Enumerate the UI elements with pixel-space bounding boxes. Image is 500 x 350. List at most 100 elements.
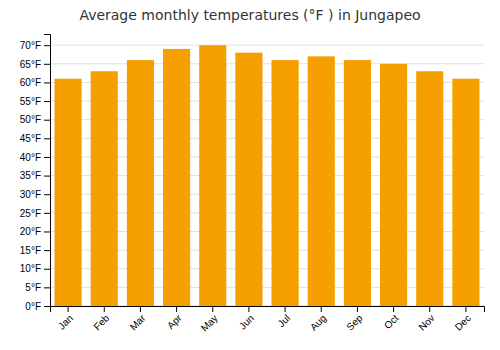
x-tick-label: Dec: [453, 312, 473, 332]
x-tick-mark: [140, 306, 141, 312]
x-axis: Jan Feb Mar Apr May Jun Jul Aug Sep Oct Nov Dec: [51, 306, 485, 334]
x-tick-mark: [68, 306, 69, 312]
y-tick-label: 70°F: [20, 40, 41, 51]
bar: [452, 79, 479, 306]
x-tick-mark: [465, 306, 466, 312]
y-tick: 60°F: [20, 77, 50, 88]
x-tick: Aug: [308, 306, 328, 333]
x-tick: Oct: [382, 306, 401, 331]
x-tick-label: Jan: [56, 312, 75, 331]
x-tick-label: Jul: [275, 312, 292, 329]
y-tick-mark: [44, 157, 50, 158]
x-tick-mark: [104, 306, 105, 312]
x-tick: May: [199, 306, 220, 334]
y-tick-label: 40°F: [20, 152, 41, 163]
x-tick-label: Sep: [344, 312, 365, 333]
y-tick-mark: [44, 138, 50, 139]
y-axis: 0°F 5°F 10°F 15°F 20°F 25°F 30°F 35°F 40°F 45°F 50…: [20, 35, 51, 312]
y-tick: 35°F: [20, 170, 50, 181]
x-tick-mark: [429, 306, 430, 312]
y-tick-mark: [44, 306, 50, 307]
y-tick-label: 35°F: [20, 170, 41, 181]
y-tick-label: 10°F: [20, 263, 41, 274]
bar: [308, 56, 335, 306]
y-tick-mark: [44, 64, 50, 65]
y-tick: 65°F: [20, 59, 50, 70]
x-tick-label: Nov: [416, 312, 436, 332]
grid: [50, 45, 484, 306]
y-tick-label: 20°F: [20, 226, 41, 237]
y-tick-mark: [44, 287, 50, 288]
x-tick: Sep: [344, 306, 365, 333]
bar: [344, 60, 371, 306]
bar: [127, 60, 154, 306]
y-tick-label: 50°F: [20, 114, 41, 125]
y-tick-label: 30°F: [20, 189, 41, 200]
y-tick-label: 65°F: [20, 59, 41, 70]
x-tick: Apr: [165, 306, 184, 331]
x-tick-label: Oct: [382, 312, 401, 331]
x-tick-mark: [285, 306, 286, 312]
y-tick-label: 25°F: [20, 208, 41, 219]
y-tick-label: 60°F: [20, 77, 41, 88]
bar: [91, 71, 118, 306]
bar: [163, 49, 190, 306]
y-tick: 15°F: [20, 245, 50, 256]
y-tick: 40°F: [20, 152, 50, 163]
y-tick-mark: [44, 269, 50, 270]
x-tick-mark: [321, 306, 322, 312]
y-tick-mark: [44, 45, 50, 46]
x-tick: Feb: [91, 306, 111, 332]
x-tick-label: Jun: [237, 312, 256, 331]
x-tick: Dec: [453, 306, 473, 333]
y-tick: 70°F: [20, 40, 50, 51]
bar: [272, 60, 299, 306]
x-tick-mark: [212, 306, 213, 312]
x-tick-mark: [248, 306, 249, 312]
y-axis-line: [44, 35, 51, 307]
x-tick: Mar: [128, 306, 148, 332]
y-tick: 30°F: [20, 189, 50, 200]
y-tick-mark: [44, 213, 50, 214]
y-tick: 50°F: [20, 114, 50, 125]
x-tick-mark: [357, 306, 358, 312]
bar: [380, 64, 407, 306]
y-tick: 10°F: [20, 263, 50, 274]
y-tick-mark: [44, 231, 50, 232]
chart: 0°F 5°F 10°F 15°F 20°F 25°F 30°F 35°F 40°F 45°F 50…: [0, 0, 500, 350]
bar: [55, 79, 82, 306]
y-tick-mark: [44, 82, 50, 83]
title: Average monthly temperatures (°F ) in Ju…: [79, 7, 420, 23]
y-tick: 55°F: [20, 96, 50, 107]
bar: [235, 53, 262, 306]
x-tick: Jun: [237, 306, 256, 332]
y-tick-label: 45°F: [20, 133, 41, 144]
y-tick: 25°F: [20, 208, 50, 219]
y-tick-label: 0°F: [25, 301, 41, 312]
y-tick-label: 15°F: [20, 245, 41, 256]
x-tick-label: Feb: [91, 312, 111, 332]
y-tick-label: 55°F: [20, 96, 41, 107]
x-tick: Jan: [56, 306, 75, 332]
grid-line: [50, 63, 484, 64]
x-tick-mark: [176, 306, 177, 312]
x-tick-mark: [393, 306, 394, 312]
x-tick-label: Apr: [165, 312, 184, 331]
y-tick: 20°F: [20, 226, 50, 237]
x-tick-label: Mar: [128, 312, 148, 332]
y-tick-mark: [44, 250, 50, 251]
y-tick: 0°F: [25, 301, 50, 312]
y-tick-mark: [44, 120, 50, 121]
y-tick-mark: [44, 101, 50, 102]
y-tick-label: 5°F: [25, 282, 41, 293]
grid-line: [50, 45, 484, 46]
y-tick: 45°F: [20, 133, 50, 144]
bars: [55, 45, 480, 306]
plot-area: 0°F 5°F 10°F 15°F 20°F 25°F 30°F 35°F 40°F 45°F 50…: [20, 35, 485, 334]
x-axis-line: [51, 307, 485, 313]
bar: [199, 45, 226, 306]
y-tick-mark: [44, 176, 50, 177]
x-tick-label: Aug: [308, 312, 328, 332]
x-tick: Jul: [275, 306, 292, 329]
x-tick-label: May: [199, 312, 220, 333]
